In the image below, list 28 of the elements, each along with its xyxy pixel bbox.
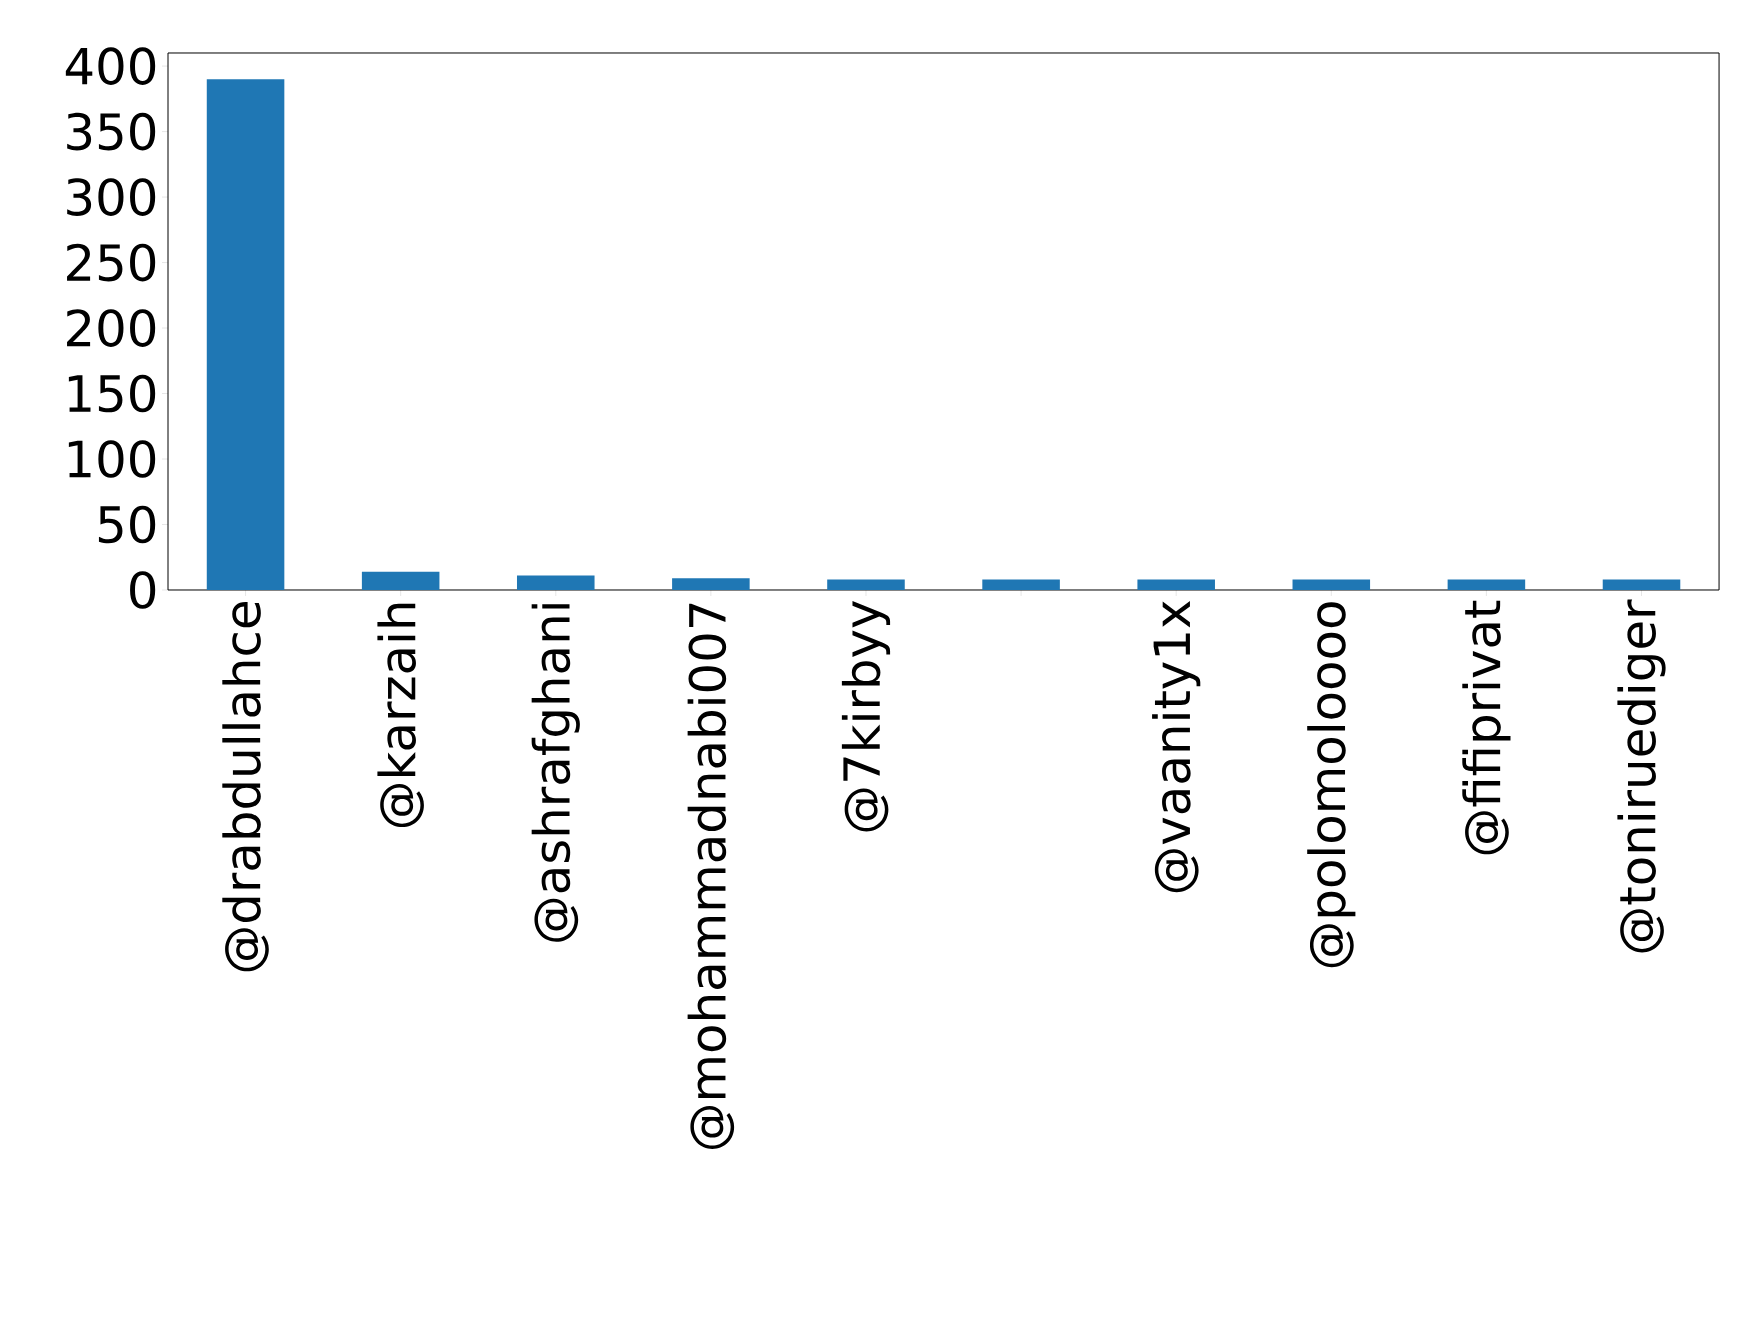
y-tick-label: 0 [130, 571, 156, 609]
bar [1447, 579, 1526, 590]
x-tick-label: @vaanity1x [1152, 601, 1201, 893]
y-tick-label: 250 [67, 243, 156, 282]
x-tick-label: @karzaih [377, 603, 424, 828]
x-tick-label: @ashrafghani [531, 604, 580, 942]
bar [361, 571, 440, 590]
bar [1292, 579, 1371, 590]
bar [206, 79, 285, 590]
x-tick-label: @7kirbyy [841, 600, 891, 832]
x-tick-label: @fifiprivat [1462, 600, 1511, 855]
y-tick-label: 200 [67, 309, 156, 347]
y-tick-label: 50 [98, 505, 156, 544]
bar [982, 579, 1060, 590]
x-tick-label: @polomoloooo [1307, 602, 1356, 968]
bar [827, 579, 905, 590]
y-tick-label: 150 [68, 374, 156, 413]
bar [672, 578, 750, 590]
y-tick-label: 100 [68, 440, 156, 478]
x-tick-label: @mohammadnabi007 [687, 603, 735, 1149]
y-tick-label: 400 [65, 47, 156, 85]
y-tick-label: 350 [67, 112, 156, 151]
y-tick-label: 300 [67, 178, 156, 216]
bar [1137, 579, 1215, 590]
bar [516, 575, 595, 590]
x-tick-label: @drabdullahce [222, 602, 269, 972]
x-tick-label: @toniruediger [1617, 599, 1666, 953]
bar [1602, 579, 1681, 590]
